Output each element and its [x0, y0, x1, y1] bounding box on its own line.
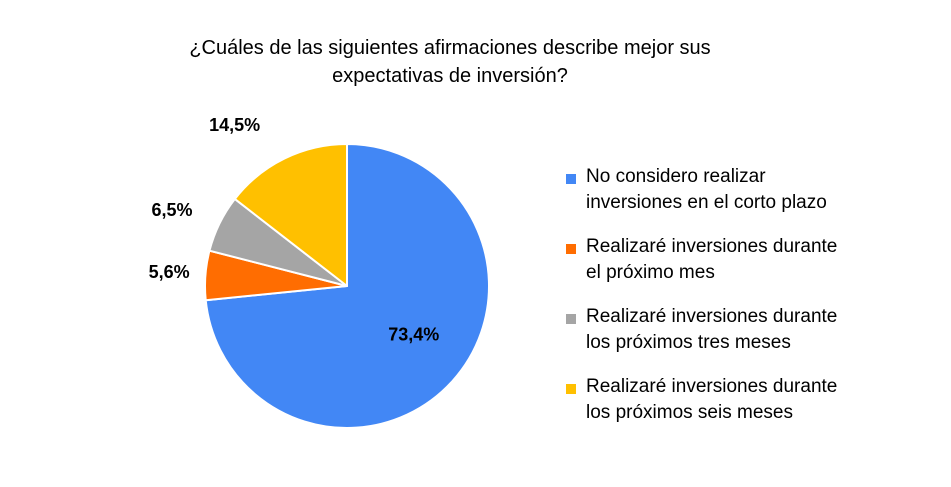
chart-title-line-1: ¿Cuáles de las siguientes afirmaciones d… — [189, 37, 711, 59]
legend-label-tres-meses: Realizaré inversiones durante los próxim… — [586, 304, 866, 356]
legend-label-line: Realizaré inversiones durante — [586, 236, 838, 257]
data-label-tres-meses: 6,5% — [151, 200, 192, 220]
legend-swatch-seis-meses — [566, 384, 576, 394]
legend-label-line: Realizaré inversiones durante — [586, 306, 838, 327]
legend-label-line: los próximos tres meses — [586, 332, 791, 353]
legend-label-proximo-mes: Realizaré inversiones durante el próximo… — [586, 234, 866, 286]
legend-label-line: los próximos seis meses — [586, 402, 793, 423]
chart-title-line-2: expectativas de inversión? — [332, 65, 568, 87]
data-label-seis-meses: 14,5% — [209, 115, 260, 135]
chart-title: ¿Cuáles de las siguientes afirmaciones d… — [120, 34, 780, 90]
legend-swatch-tres-meses — [566, 314, 576, 324]
legend-label-line: No considero realizar — [586, 166, 766, 187]
pie-slice-seis-meses — [233, 143, 348, 287]
legend-label-seis-meses: Realizaré inversiones durante los próxim… — [586, 374, 866, 426]
legend-label-line: Realizaré inversiones durante — [586, 376, 838, 397]
legend-swatch-no-inversion — [566, 174, 576, 184]
legend-label-line: inversiones en el corto plazo — [586, 192, 827, 213]
data-label-proximo-mes: 5,6% — [149, 262, 190, 282]
legend-label-line: el próximo mes — [586, 262, 715, 283]
data-label-no-inversion: 73,4% — [388, 324, 439, 344]
legend-swatch-proximo-mes — [566, 244, 576, 254]
legend-label-no-inversion: No considero realizar inversiones en el … — [586, 164, 866, 216]
